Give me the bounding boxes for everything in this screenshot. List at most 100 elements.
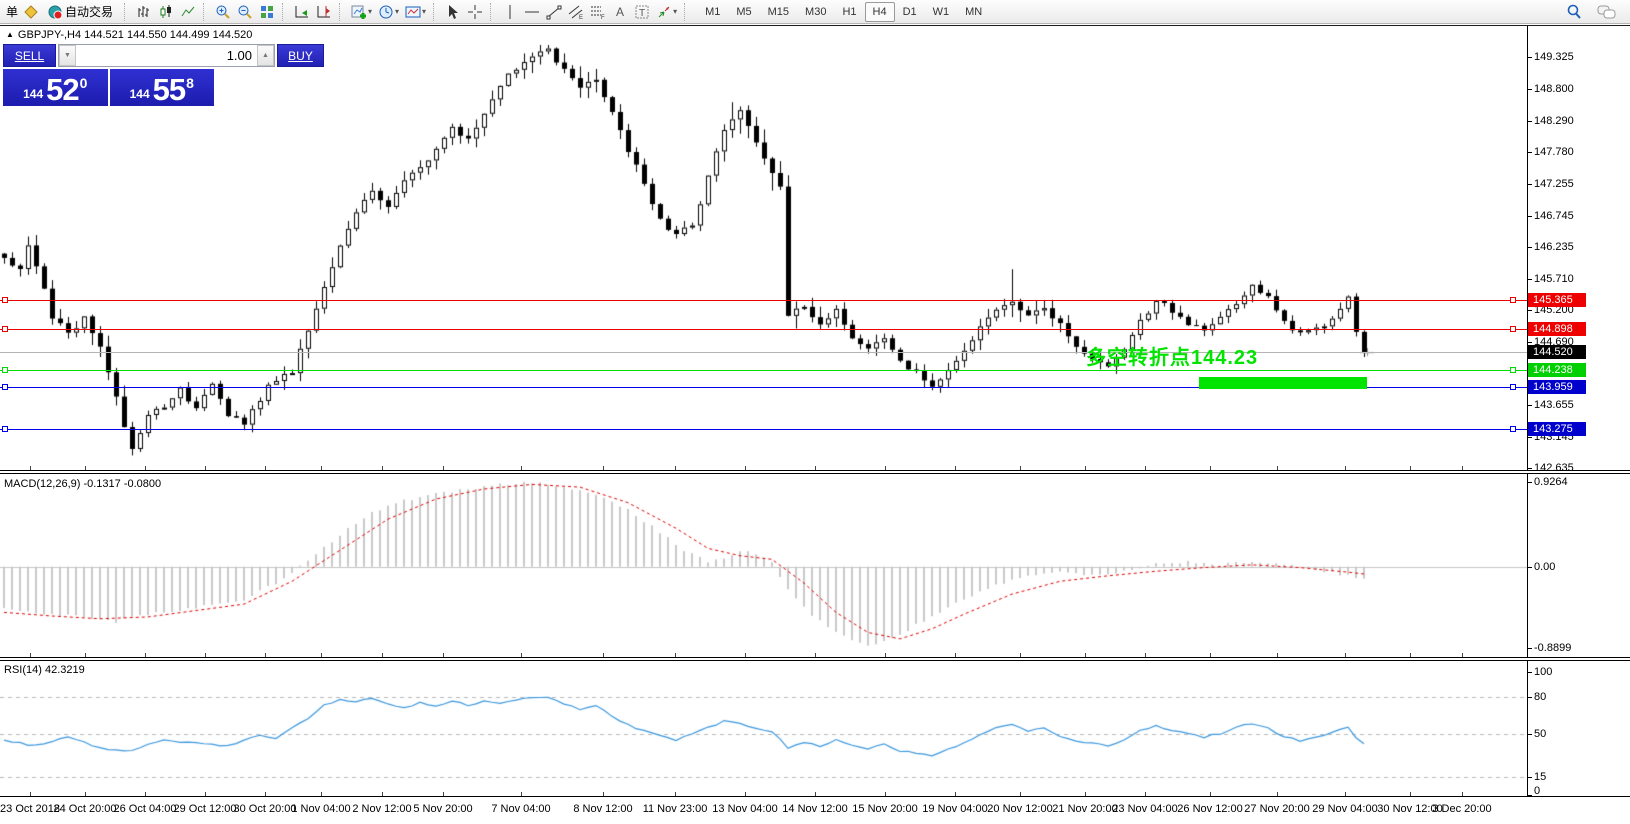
sell-price-whole: 144	[23, 87, 44, 101]
level-line-143.959[interactable]	[0, 387, 1527, 388]
time-grid-tick	[382, 653, 383, 657]
bar-chart-button[interactable]	[133, 2, 155, 22]
auto-scroll-button[interactable]	[291, 2, 313, 22]
time-axis-label: 19 Nov 04:00	[922, 803, 988, 815]
price-axis-tick-label: 149.325	[1534, 51, 1574, 63]
tile-windows-button[interactable]	[256, 2, 278, 22]
periods-button[interactable]: ▾	[375, 2, 402, 22]
price-axis-tick	[1527, 405, 1532, 406]
level-line-handle[interactable]	[2, 297, 8, 303]
timeframe-w1-button[interactable]: W1	[925, 2, 958, 22]
sell-price-display[interactable]: 144 52 0	[3, 69, 108, 106]
macd-axis-label: 0.9264	[1534, 476, 1568, 488]
time-axis-label: 3 Dec 20:00	[1432, 803, 1492, 815]
timeframe-h1-button[interactable]: H1	[834, 2, 864, 22]
fibonacci-button[interactable]: F	[587, 2, 609, 22]
zoom-in-button[interactable]	[212, 2, 234, 22]
chart-shift-button[interactable]	[313, 2, 335, 22]
sell-button[interactable]: SELL	[3, 44, 56, 67]
chat-button[interactable]	[1594, 2, 1620, 22]
vertical-line-button[interactable]	[499, 2, 521, 22]
new-order-label[interactable]: 单	[6, 5, 19, 19]
pane-separator[interactable]	[0, 657, 1630, 661]
level-line-145.365[interactable]	[0, 300, 1527, 301]
timeframe-mn-button[interactable]: MN	[957, 2, 990, 22]
toolbar-separator	[684, 2, 689, 21]
channel-icon: E	[568, 5, 583, 20]
buy-price-whole: 144	[129, 87, 150, 101]
level-line-handle[interactable]	[1510, 297, 1516, 303]
candlestick-chart-icon	[160, 4, 172, 18]
volume-input[interactable]	[76, 45, 257, 66]
level-line-144.520[interactable]	[0, 352, 1527, 353]
time-grid-tick	[815, 792, 816, 796]
search-button[interactable]	[1562, 2, 1586, 22]
rsi-axis-tick	[1527, 777, 1532, 778]
timeframe-d1-button[interactable]: D1	[895, 2, 925, 22]
price-axis-tick-label: 147.255	[1534, 178, 1574, 190]
time-grid-tick	[521, 466, 522, 470]
cursor-button[interactable]	[442, 2, 464, 22]
level-line-143.275[interactable]	[0, 429, 1527, 430]
toolbar-separator	[203, 2, 208, 21]
text-icon: A	[616, 5, 624, 19]
pivot-annotation-text[interactable]: 多空转折点144.23	[1086, 347, 1259, 369]
time-axis-label: 13 Nov 04:00	[712, 803, 778, 815]
level-line-handle[interactable]	[2, 367, 8, 373]
macd-pane[interactable]	[0, 474, 1527, 657]
trendline-button[interactable]	[543, 2, 565, 22]
level-line-handle[interactable]	[1510, 384, 1516, 390]
buy-price-display[interactable]: 144 55 8	[109, 69, 214, 107]
time-grid-tick	[1410, 792, 1411, 796]
timeframe-m15-button[interactable]: M15	[760, 2, 797, 22]
price-axis-tick-label: 146.235	[1534, 241, 1574, 253]
text-label-button[interactable]: T	[631, 2, 653, 22]
candlestick-chart-button[interactable]	[155, 2, 177, 22]
time-grid-tick	[205, 466, 206, 470]
level-line-handle[interactable]	[2, 426, 8, 432]
timeframe-m30-button[interactable]: M30	[797, 2, 834, 22]
new-order-button[interactable]	[20, 2, 42, 22]
indicators-button[interactable]: ▾	[348, 2, 375, 22]
level-line-handle[interactable]	[1510, 326, 1516, 332]
timeframe-m5-button[interactable]: M5	[728, 2, 759, 22]
line-chart-button[interactable]	[177, 2, 199, 22]
svg-text:A: A	[616, 5, 624, 19]
pivot-highlight-bar[interactable]	[1199, 377, 1367, 389]
zoom-out-button[interactable]	[234, 2, 256, 22]
level-line-144.898[interactable]	[0, 329, 1527, 330]
autotrading-button[interactable]: 自动交易	[42, 2, 120, 22]
time-axis-label: 14 Nov 12:00	[782, 803, 848, 815]
time-axis-label: 30 Oct 20:00	[233, 803, 297, 815]
time-grid-tick	[265, 466, 266, 470]
rsi-pane[interactable]	[0, 661, 1527, 796]
pane-separator[interactable]	[0, 470, 1630, 474]
rsi-axis-label: 100	[1534, 666, 1553, 678]
collapse-icon[interactable]: ▲	[6, 30, 14, 39]
level-line-handle[interactable]	[1510, 367, 1516, 373]
templates-button[interactable]: ▾	[402, 2, 429, 22]
volume-decrease-button[interactable]: ▼	[59, 45, 76, 66]
buy-button[interactable]: BUY	[277, 44, 324, 67]
timeframe-m1-button[interactable]: M1	[697, 2, 728, 22]
crosshair-button[interactable]	[464, 2, 486, 22]
macd-axis-tick	[1527, 648, 1532, 649]
text-button[interactable]: A	[609, 2, 631, 22]
volume-spinner[interactable]: ▼ ▲	[58, 44, 275, 67]
zoom-in-icon	[216, 5, 230, 19]
price-chart[interactable]	[0, 26, 1527, 470]
level-line-handle[interactable]	[2, 384, 8, 390]
arrows-button[interactable]: ▾	[653, 2, 680, 22]
level-line-handle[interactable]	[2, 326, 8, 332]
level-line-handle[interactable]	[1510, 426, 1516, 432]
time-axis-label: 1 Nov 04:00	[291, 803, 351, 815]
horizontal-line-button[interactable]	[521, 2, 543, 22]
time-grid-tick	[1462, 466, 1463, 470]
equidistant-channel-button[interactable]: E	[565, 2, 587, 22]
timeframe-h4-button[interactable]: H4	[864, 1, 895, 22]
volume-increase-button[interactable]: ▲	[257, 45, 274, 66]
price-axis-tick-label: 142.635	[1534, 462, 1574, 474]
buy-price-pips: 55	[152, 72, 186, 107]
level-line-144.238[interactable]	[0, 370, 1527, 371]
